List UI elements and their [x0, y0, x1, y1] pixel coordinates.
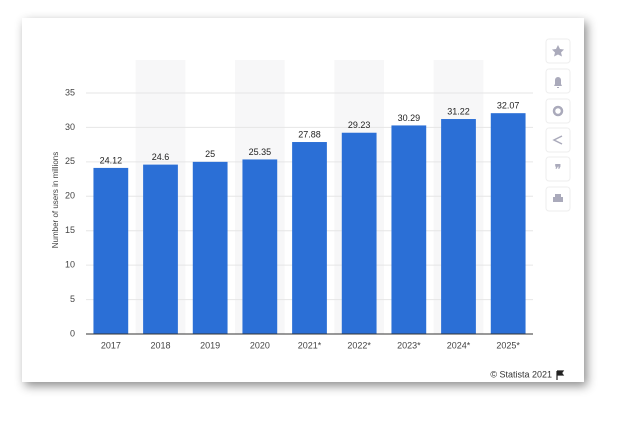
bar: [341, 132, 377, 334]
bar: [441, 119, 476, 334]
bar: [143, 164, 178, 334]
settings-button[interactable]: [545, 98, 571, 124]
y-tick-label: 20: [65, 191, 75, 201]
x-tick-label: 2018: [150, 340, 170, 350]
cite-button[interactable]: [545, 156, 571, 182]
y-tick-label: 0: [70, 328, 75, 338]
value-label: 31.22: [447, 106, 470, 116]
value-label: 24.6: [152, 152, 170, 162]
x-tick-label: 2024*: [447, 340, 471, 350]
toolbar: ❞: [545, 38, 571, 212]
value-label: 25: [205, 149, 215, 159]
print-icon: [553, 194, 563, 202]
x-tick-label: 2017: [101, 340, 121, 350]
x-tick-label: 2020: [250, 340, 270, 350]
value-label: 32.07: [497, 101, 520, 111]
x-tick-label: 2019: [200, 340, 220, 350]
bar: [292, 142, 327, 334]
x-tick-label: 2022*: [347, 340, 371, 350]
x-tick-label: 2025*: [496, 340, 520, 350]
bar: [391, 125, 427, 334]
star-icon: [552, 45, 564, 57]
value-label: 29.23: [348, 120, 371, 130]
y-tick-label: 10: [65, 260, 75, 270]
y-tick-label: 30: [65, 122, 75, 132]
y-tick-label: 5: [70, 294, 75, 304]
y-tick-label: 35: [65, 87, 75, 97]
value-label: 24.12: [100, 155, 123, 165]
bar: [192, 161, 228, 334]
value-label: 27.88: [298, 129, 321, 139]
x-tick-label: 2021*: [298, 340, 322, 350]
quote-icon: ❞: [555, 162, 561, 176]
bell-icon: [554, 77, 562, 88]
bar: [93, 167, 129, 334]
share-button[interactable]: [545, 127, 571, 153]
gear-icon: [552, 105, 564, 117]
value-label: 30.29: [398, 113, 421, 123]
source: © Statista 2021: [490, 369, 552, 379]
bar: [490, 113, 526, 334]
share-icon: [552, 135, 563, 145]
flag-icon: [556, 370, 565, 380]
y-tick-label: 25: [65, 156, 75, 166]
bar: [242, 159, 278, 334]
y-tick-label: 15: [65, 225, 75, 235]
value-label: 25.35: [249, 147, 272, 157]
x-tick-label: 2023*: [397, 340, 421, 350]
y-axis-label: Number of users in millions: [51, 152, 60, 248]
